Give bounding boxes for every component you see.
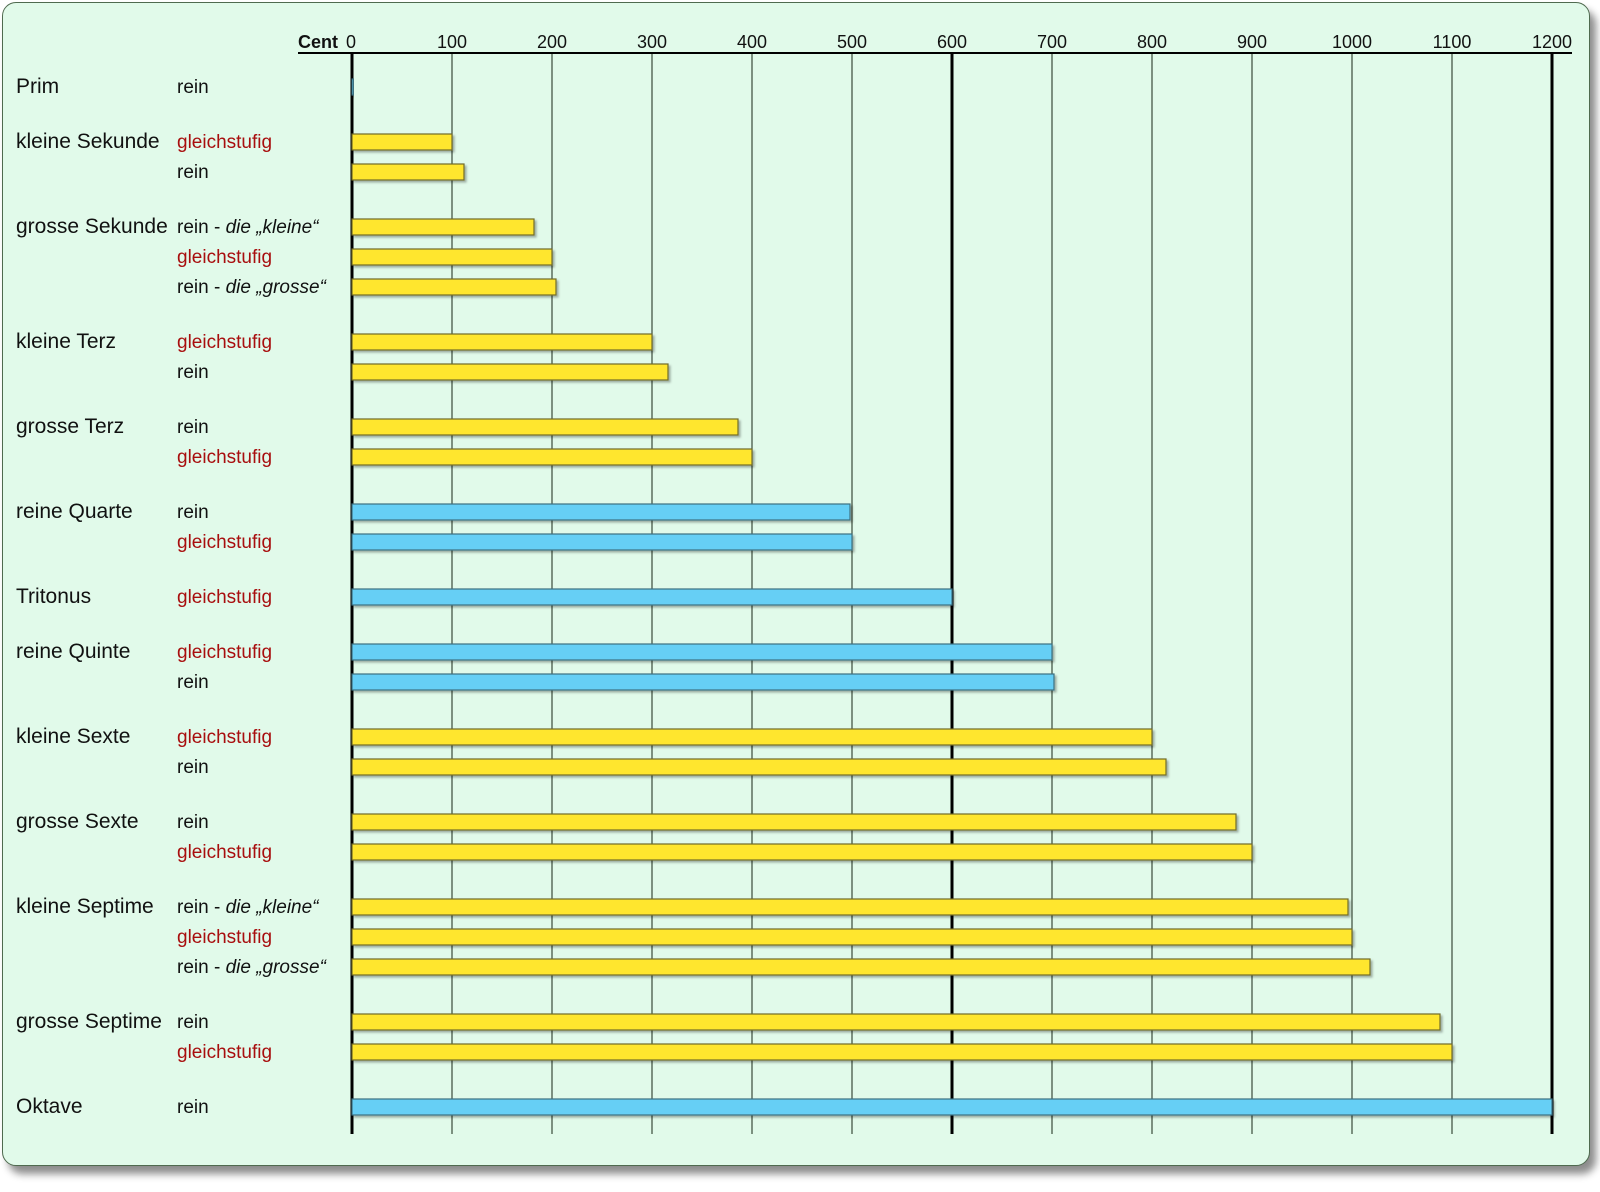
interval-name: kleine Terz	[16, 330, 116, 353]
bar	[351, 898, 1349, 916]
bar	[351, 503, 851, 521]
tuning-label: rein	[177, 672, 209, 693]
tuning-label: rein	[177, 757, 209, 778]
tick-label: 400	[737, 32, 767, 52]
tuning-label: rein	[177, 1097, 209, 1118]
bar	[351, 958, 1371, 976]
tuning-label: gleichstufig	[177, 927, 272, 948]
tuning-label: gleichstufig	[177, 532, 272, 553]
tick-label: 200	[537, 32, 567, 52]
interval-name: reine Quinte	[16, 640, 130, 663]
bar	[351, 363, 669, 381]
tuning-label: gleichstufig	[177, 447, 272, 468]
tuning-label: gleichstufig	[177, 727, 272, 748]
tuning-label: rein	[177, 1012, 209, 1033]
bar	[351, 928, 1353, 946]
x-axis-label: Cent	[298, 32, 338, 52]
tick-label: 100	[437, 32, 467, 52]
tuning-label: rein - die „grosse“	[177, 957, 328, 978]
interval-name: kleine Sekunde	[16, 130, 160, 153]
interval-name: reine Quarte	[16, 500, 133, 523]
tuning-label: rein	[177, 162, 209, 183]
tick-label: 500	[837, 32, 867, 52]
bar	[351, 728, 1153, 746]
tuning-label: gleichstufig	[177, 132, 272, 153]
tuning-label: gleichstufig	[177, 1042, 272, 1063]
interval-name: kleine Septime	[16, 895, 154, 918]
tuning-label: rein	[177, 417, 209, 438]
tick-label: 700	[1037, 32, 1067, 52]
tick-label: 600	[937, 32, 967, 52]
tuning-label: rein	[177, 502, 209, 523]
tick-label: 1000	[1332, 32, 1372, 52]
bar	[351, 1043, 1453, 1061]
bars	[351, 78, 1553, 1116]
tuning-label: rein - die „kleine“	[177, 217, 320, 238]
tuning-label: rein	[177, 362, 209, 383]
bar	[351, 418, 739, 436]
interval-name: Oktave	[16, 1095, 83, 1118]
bar	[351, 248, 553, 266]
bar	[351, 673, 1055, 691]
bar	[351, 758, 1167, 776]
tuning-label: rein - die „grosse“	[177, 277, 328, 298]
bar	[351, 1013, 1441, 1031]
tuning-label: gleichstufig	[177, 642, 272, 663]
bar	[351, 133, 453, 151]
tuning-label: rein - die „kleine“	[177, 897, 320, 918]
interval-name: grosse Septime	[16, 1010, 162, 1033]
tick-label: 1200	[1532, 32, 1572, 52]
tick-label: 300	[637, 32, 667, 52]
tuning-label: rein	[177, 77, 209, 98]
tick-label: 0	[346, 32, 356, 52]
tick-label: 900	[1237, 32, 1267, 52]
bar	[351, 333, 653, 351]
bar	[351, 278, 557, 296]
tuning-label: gleichstufig	[177, 332, 272, 353]
tuning-label: gleichstufig	[177, 247, 272, 268]
tick-label: 800	[1137, 32, 1167, 52]
bar	[351, 448, 753, 466]
bar	[351, 588, 953, 606]
tuning-label: rein	[177, 812, 209, 833]
tick-label: 1100	[1433, 32, 1472, 52]
bar	[351, 813, 1237, 831]
interval-name: kleine Sexte	[16, 725, 130, 748]
interval-name: grosse Terz	[16, 415, 124, 438]
bar	[351, 218, 535, 236]
bar	[351, 843, 1253, 861]
interval-name: Prim	[16, 75, 59, 98]
interval-name: grosse Sekunde	[16, 215, 168, 238]
interval-name: grosse Sexte	[16, 810, 139, 833]
bar	[351, 78, 355, 96]
bar	[351, 643, 1053, 661]
x-axis: 0 100 200 300 400 500 600 700 800 900 1000 1100 1200…	[298, 32, 1572, 54]
bar	[351, 163, 465, 181]
tuning-label: gleichstufig	[177, 842, 272, 863]
bar	[351, 1098, 1553, 1116]
bar	[351, 533, 853, 551]
interval-name: Tritonus	[16, 585, 91, 608]
tuning-label: gleichstufig	[177, 587, 272, 608]
